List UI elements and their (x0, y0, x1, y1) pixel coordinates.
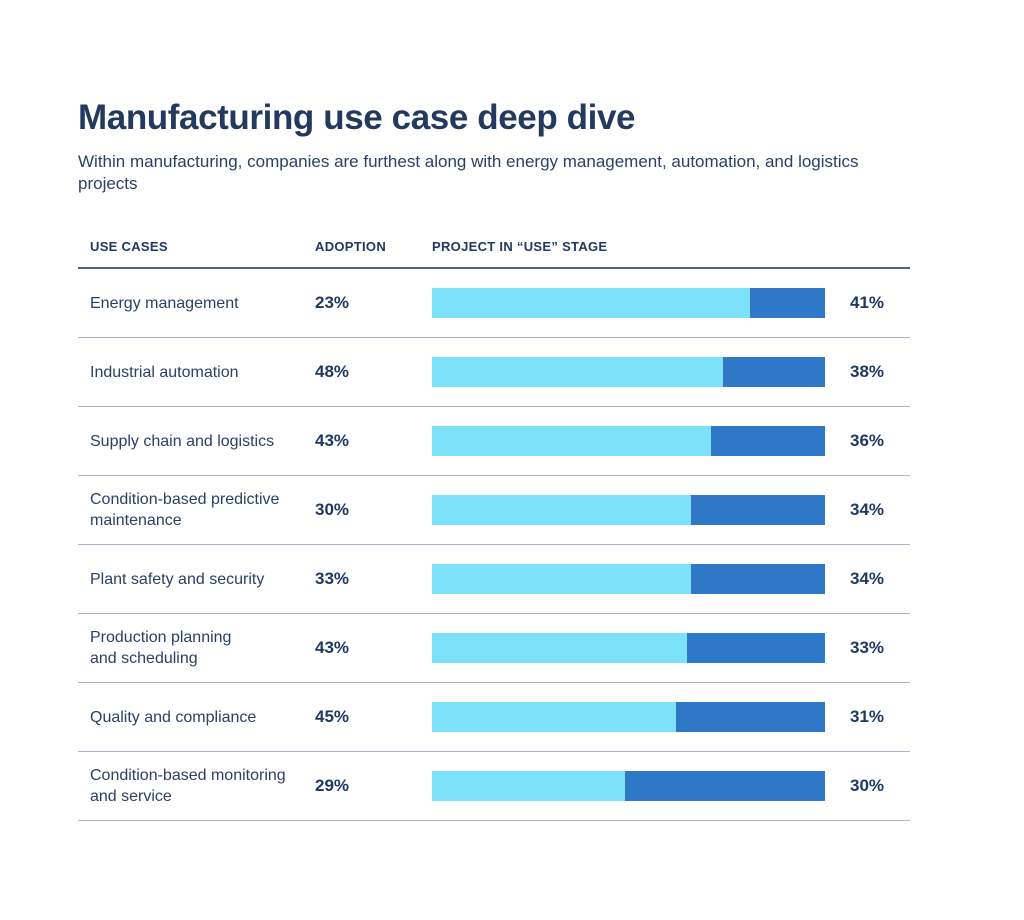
adoption-value: 45% (315, 707, 350, 727)
bar-segment-dark (675, 702, 825, 733)
bar-segment-light (432, 357, 723, 388)
table-row: Condition-based monitoring and service 2… (78, 752, 910, 822)
use-stage-value: 30% (850, 776, 885, 796)
page-title: Manufacturing use case deep dive (78, 98, 636, 137)
bar-segment-light (432, 771, 625, 802)
table-row: Supply chain and logistics 43% 36% (78, 407, 910, 477)
use-case-table: USE CASES ADOPTION PROJECT IN “USE” STAG… (78, 239, 910, 822)
bar-segment-dark (624, 771, 825, 802)
table-header-row: USE CASES ADOPTION PROJECT IN “USE” STAG… (78, 239, 910, 270)
bar-segment-dark (691, 564, 825, 595)
bar-segment-light (432, 288, 751, 319)
bar-segment-dark (750, 288, 825, 319)
table-row: Industrial automation 48% 38% (78, 338, 910, 408)
column-header-adoption: ADOPTION (315, 239, 387, 255)
use-stage-value: 34% (850, 569, 885, 589)
adoption-value: 23% (315, 293, 350, 313)
bar-segment-dark (691, 495, 825, 526)
bar-segment-light (432, 426, 712, 457)
use-stage-value: 33% (850, 638, 885, 658)
page-subtitle: Within manufacturing, companies are furt… (78, 152, 859, 194)
use-case-label: Industrial automation (90, 363, 239, 381)
bar-track (432, 702, 825, 733)
table-row: Quality and compliance 45% 31% (78, 683, 910, 753)
table-row: Plant safety and security 33% 34% (78, 545, 910, 615)
bar-track (432, 633, 825, 664)
column-header-use-stage: PROJECT IN “USE” STAGE (432, 239, 608, 255)
stacked-bar (432, 771, 825, 802)
use-case-label: Energy management (90, 294, 239, 312)
adoption-value: 29% (315, 776, 350, 796)
bar-segment-dark (711, 426, 825, 457)
adoption-value: 48% (315, 362, 350, 382)
table-row: Production planning and scheduling 43% 3… (78, 614, 910, 684)
bar-segment-dark (722, 357, 825, 388)
table-row: Energy management 23% 41% (78, 269, 910, 339)
adoption-value: 30% (315, 500, 350, 520)
bar-track (432, 357, 825, 388)
use-stage-value: 38% (850, 362, 885, 382)
use-case-label: Condition-based monitoring and service (90, 766, 286, 806)
use-stage-value: 36% (850, 431, 885, 451)
adoption-value: 43% (315, 431, 350, 451)
stacked-bar (432, 288, 825, 319)
stacked-bar (432, 564, 825, 595)
bar-segment-light (432, 564, 692, 595)
use-stage-value: 41% (850, 293, 885, 313)
bar-segment-light (432, 633, 688, 664)
stacked-bar (432, 426, 825, 457)
bar-track (432, 288, 825, 319)
use-case-label: Production planning and scheduling (90, 628, 232, 668)
column-header-use-cases: USE CASES (90, 239, 168, 255)
bar-segment-light (432, 495, 692, 526)
use-case-label: Condition-based predictive maintenance (90, 490, 280, 530)
bar-track (432, 771, 825, 802)
use-stage-value: 34% (850, 500, 885, 520)
stacked-bar (432, 495, 825, 526)
bar-track (432, 426, 825, 457)
bar-segment-light (432, 702, 676, 733)
stacked-bar (432, 357, 825, 388)
adoption-value: 43% (315, 638, 350, 658)
adoption-value: 33% (315, 569, 350, 589)
stacked-bar (432, 702, 825, 733)
use-case-label: Quality and compliance (90, 708, 257, 726)
stacked-bar (432, 633, 825, 664)
use-case-label: Plant safety and security (90, 570, 265, 588)
bar-track (432, 564, 825, 595)
use-case-label: Supply chain and logistics (90, 432, 275, 450)
use-stage-value: 31% (850, 707, 885, 727)
report-content: Manufacturing use case deep dive Within … (78, 98, 910, 822)
table-row: Condition-based predictive maintenance 3… (78, 476, 910, 546)
bar-track (432, 495, 825, 526)
bar-segment-dark (687, 633, 825, 664)
